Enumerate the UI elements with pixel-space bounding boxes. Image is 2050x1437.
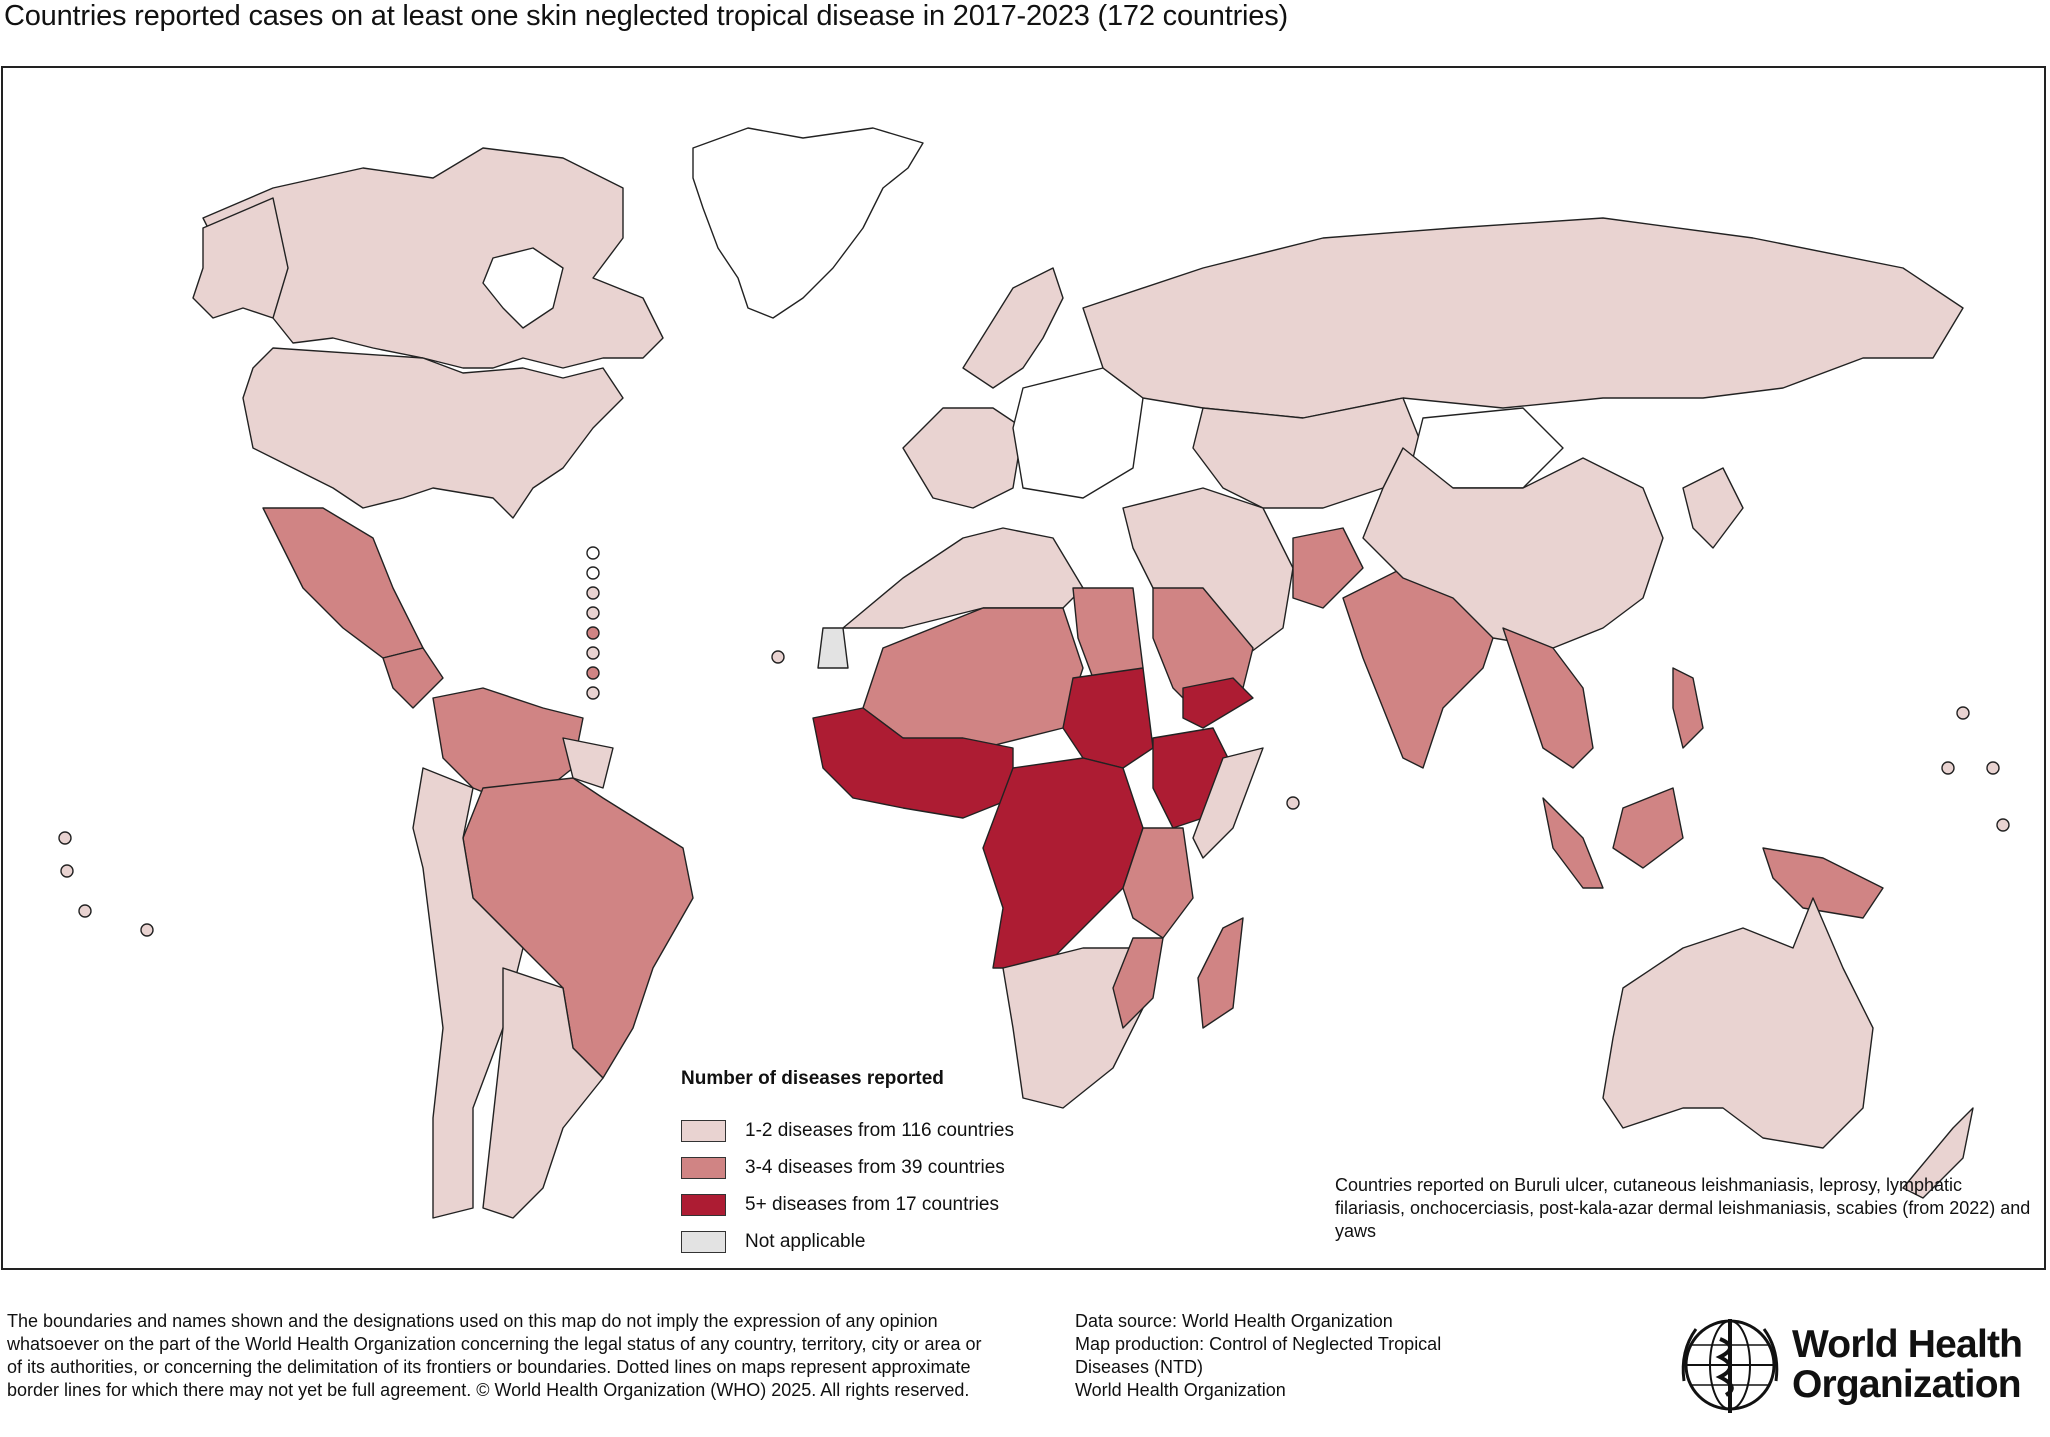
who-logo: World Health Organization	[1676, 1310, 2048, 1420]
island-marker	[586, 686, 600, 700]
region-egypt-east	[1072, 587, 1144, 679]
diseases-note: Countries reported on Buruli ulcer, cuta…	[1335, 1175, 2031, 1241]
legend-label: Not applicable	[745, 1230, 866, 1252]
region-borneo	[1612, 787, 1684, 869]
island-marker	[1996, 818, 2010, 832]
region-madagascar	[1197, 917, 1244, 1029]
island-marker	[586, 626, 600, 640]
region-mozambique	[1112, 937, 1164, 1029]
region-russia	[1082, 217, 1964, 419]
map-title: Countries reported cases on at least one…	[4, 0, 1288, 32]
who-emblem-icon	[1681, 1319, 1779, 1413]
world-map	[58, 127, 2010, 1219]
region-europe-west	[902, 407, 1024, 509]
region-indonesia-west	[1542, 797, 1604, 889]
legend-swatch	[681, 1193, 726, 1216]
region-yemen	[1182, 677, 1254, 729]
region-china	[1362, 447, 1664, 649]
region-southeast-asia	[1502, 627, 1594, 769]
island-marker	[1286, 796, 1300, 810]
region-greenland	[692, 127, 924, 319]
region-australia	[1602, 897, 1874, 1149]
legend-item: Not applicable	[681, 1223, 1101, 1260]
who-wordmark-line: Organization	[1792, 1363, 2022, 1406]
region-new-zealand	[1902, 1107, 1974, 1199]
region-somalia	[1192, 747, 1264, 859]
legend-label: 5+ diseases from 17 countries	[745, 1193, 999, 1215]
disclaimer-text: The boundaries and names shown and the d…	[7, 1311, 982, 1400]
region-argentina	[482, 967, 604, 1219]
region-middle-east	[1122, 487, 1294, 659]
island-marker	[1941, 761, 1955, 775]
source-line: Map production: Control of Neglected Tro…	[1075, 1334, 1442, 1377]
region-hudson-bay	[482, 247, 564, 329]
region-nordics	[962, 267, 1064, 389]
island-marker	[1956, 706, 1970, 720]
island-marker	[586, 546, 600, 560]
legend-title: Number of diseases reported	[681, 1068, 944, 1089]
island-marker	[58, 831, 72, 845]
island-marker	[586, 666, 600, 680]
region-alaska	[192, 197, 289, 319]
source-line: World Health Organization	[1075, 1380, 1286, 1400]
region-sahel	[862, 607, 1084, 749]
region-new-guinea	[1762, 847, 1884, 919]
region-central-america	[382, 647, 444, 709]
legend-item: 3-4 diseases from 39 countries	[681, 1149, 1101, 1186]
map-legend: Number of diseases reported 1-2 diseases…	[681, 1068, 1101, 1260]
region-southern-africa	[1002, 947, 1144, 1109]
legend-label: 3-4 diseases from 39 countries	[745, 1156, 1005, 1178]
source-block: Data source: World Health Organization M…	[1075, 1310, 1515, 1402]
legend-label: 1-2 diseases from 116 countries	[745, 1119, 1014, 1141]
legend-swatch	[681, 1156, 726, 1179]
region-korea-japan	[1682, 467, 1744, 549]
region-sudan	[1062, 667, 1154, 769]
region-canada	[202, 147, 664, 369]
legend-swatch	[681, 1230, 726, 1253]
island-marker	[586, 566, 600, 580]
region-west-south-america	[412, 767, 524, 1219]
legend-item: 1-2 diseases from 116 countries	[681, 1112, 1101, 1149]
legend-swatch	[681, 1119, 726, 1142]
region-central-asia	[1192, 397, 1424, 509]
island-marker	[60, 864, 74, 878]
island-marker	[771, 650, 785, 664]
region-western-sahara	[817, 627, 849, 669]
who-wordmark-line: World Health	[1792, 1323, 2023, 1366]
island-marker	[140, 923, 154, 937]
map-frame	[1, 66, 2046, 1270]
island-marker	[1986, 761, 2000, 775]
region-north-africa	[842, 527, 1084, 629]
region-philippines	[1672, 667, 1704, 749]
region-central-africa	[982, 757, 1144, 969]
island-marker	[586, 606, 600, 620]
region-usa	[242, 347, 624, 519]
who-wordmark: World Health Organization	[1792, 1323, 2023, 1406]
island-marker	[78, 904, 92, 918]
source-line: Data source: World Health Organization	[1075, 1311, 1393, 1331]
island-marker	[586, 586, 600, 600]
region-mexico	[262, 507, 424, 659]
legend-item: 5+ diseases from 17 countries	[681, 1186, 1101, 1223]
island-marker	[586, 646, 600, 660]
region-europe-central	[1012, 367, 1144, 499]
region-pakistan-afghanistan	[1292, 527, 1364, 609]
region-guianas	[562, 737, 614, 789]
